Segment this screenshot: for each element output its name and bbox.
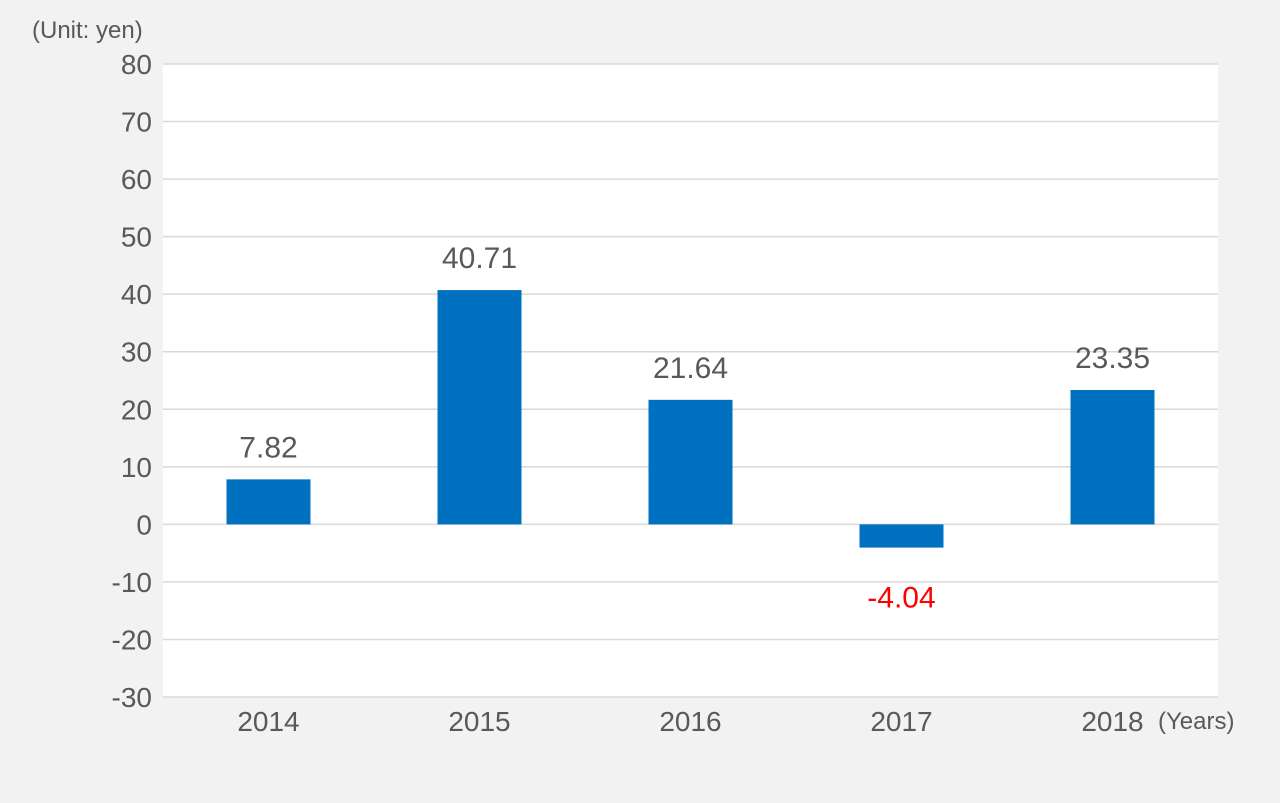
y-tick-label: 0	[136, 509, 152, 540]
data-label-2017: -4.04	[867, 582, 935, 615]
x-tick-label: 2017	[870, 706, 932, 737]
x-tick-label: 2014	[237, 706, 299, 737]
y-tick-label: -30	[112, 682, 152, 713]
bar-2014	[226, 479, 311, 525]
y-tick-label: 20	[121, 394, 152, 425]
data-label-2016: 21.64	[653, 352, 728, 385]
x-axis-ticks: 2014 2015 2016 2017 2018	[237, 706, 1143, 737]
y-tick-label: -10	[112, 567, 152, 598]
y-tick-label: 50	[121, 222, 152, 253]
bars	[226, 290, 1155, 548]
y-unit-label: (Unit: yen)	[32, 17, 143, 44]
data-label-2018: 23.35	[1075, 342, 1150, 375]
x-tick-label: 2018	[1081, 706, 1143, 737]
bar-2017	[859, 524, 944, 548]
bar-2015	[437, 290, 522, 525]
gridlines	[163, 63, 1218, 698]
bar-2018	[1070, 389, 1155, 525]
data-labels: 7.82 40.71 21.64 -4.04 23.35	[239, 242, 1150, 615]
x-tick-label: 2015	[448, 706, 510, 737]
x-unit-label: (Years)	[1158, 708, 1234, 735]
y-tick-label: 40	[121, 279, 152, 310]
y-tick-label: 60	[121, 164, 152, 195]
y-tick-label: 80	[121, 49, 152, 80]
y-axis-ticks: 80 70 60 50 40 30 20 10 0 -10 -20 -30	[112, 49, 152, 713]
y-tick-label: 30	[121, 337, 152, 368]
y-tick-label: 10	[121, 452, 152, 483]
x-tick-label: 2016	[659, 706, 721, 737]
data-label-2015: 40.71	[442, 242, 517, 275]
plot-area	[163, 64, 1218, 697]
bar-2016	[648, 399, 733, 525]
data-label-2014: 7.82	[239, 431, 297, 464]
y-tick-label: -20	[112, 624, 152, 655]
y-tick-label: 70	[121, 107, 152, 138]
